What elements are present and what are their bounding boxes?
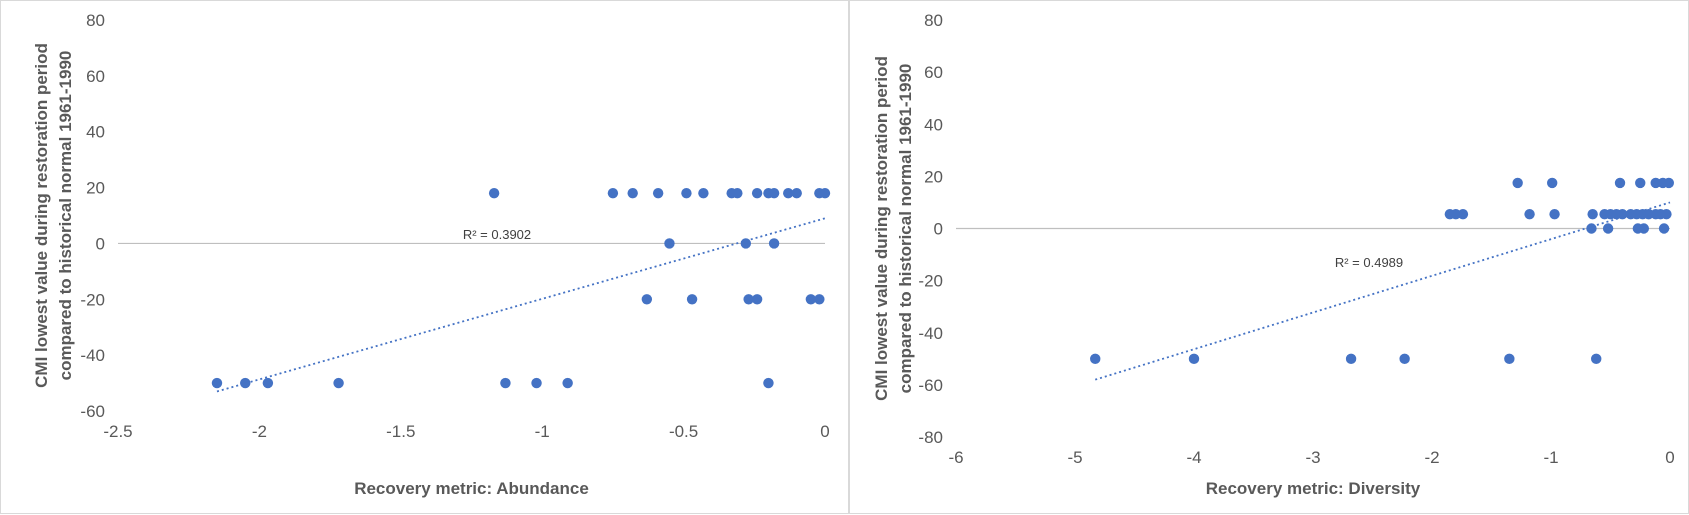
x-tick-label: -2 [1424, 448, 1439, 467]
data-point [751, 187, 763, 199]
data-point [698, 187, 709, 199]
data-point [641, 294, 653, 305]
y-tick-label: 60 [86, 67, 105, 86]
trendline [216, 217, 826, 393]
y-tick-label: 0 [96, 234, 105, 253]
data-point [768, 187, 780, 199]
x-axis-title: Recovery metric: Diversity [1206, 479, 1421, 498]
data-point [1345, 353, 1357, 365]
x-tick-label: 0 [820, 422, 829, 441]
data-point [1663, 177, 1675, 189]
data-point [819, 187, 831, 199]
data-point [751, 294, 763, 305]
x-tick-label: -2 [252, 422, 267, 441]
y-tick-label: 20 [86, 179, 105, 198]
x-tick-label: -3 [1305, 448, 1320, 467]
r-squared-label: R² = 0.4989 [1335, 255, 1403, 270]
data-point [652, 187, 664, 199]
y-tick-label: 40 [86, 123, 105, 142]
r-squared-label: R² = 0.3902 [463, 227, 531, 242]
y-tick-label: 80 [924, 11, 943, 30]
y-tick-label: 60 [924, 63, 943, 82]
data-point [627, 187, 638, 199]
data-point [1650, 177, 1661, 189]
x-tick-label: -2.5 [103, 422, 132, 441]
y-tick-label: -20 [80, 290, 105, 309]
data-point [1661, 208, 1672, 220]
x-tick-label: -1.5 [386, 422, 415, 441]
data-point [240, 377, 251, 389]
data-point [562, 377, 573, 389]
data-point [333, 377, 344, 389]
data-point [686, 294, 698, 305]
data-point [1524, 208, 1535, 220]
data-point [1457, 208, 1469, 220]
y-tick-label: -60 [918, 376, 943, 395]
x-tick-label: -1 [1543, 448, 1558, 467]
x-tick-label: -5 [1067, 448, 1082, 467]
data-point [1591, 353, 1602, 365]
data-point [1512, 177, 1523, 189]
data-point [1450, 208, 1461, 220]
y-tick-label: -40 [918, 324, 943, 343]
y-tick-label: 20 [924, 167, 943, 186]
y-tick-label: -60 [80, 402, 105, 421]
scatter-chart-abundance: -60 -40 -20 0 20 40 60 80 -2.5 -2 -1.5 -1 -0.5 0 Recov… [32, 11, 831, 498]
data-point [740, 238, 752, 249]
data-point [1638, 223, 1650, 234]
data-point [768, 238, 780, 249]
chart-panel-abundance: -60 -40 -20 0 20 40 60 80 -2.5 -2 -1.5 -1 -0.5 0 Recov… [0, 0, 849, 514]
x-tick-label: -1 [535, 422, 550, 441]
y-axis-title: CMI lowest value during restoration peri… [32, 43, 75, 388]
x-axis-title: Recovery metric: Abundance [354, 479, 589, 498]
data-point [1658, 223, 1670, 234]
x-tick-label: -4 [1186, 448, 1201, 467]
x-tick-label: -0.5 [669, 422, 698, 441]
data-point [1602, 223, 1614, 234]
y-axis-title: CMI lowest value during restoration peri… [872, 56, 915, 401]
y-tick-label: -80 [918, 428, 943, 447]
data-point [1643, 208, 1654, 220]
y-tick-label: -20 [918, 272, 943, 291]
data-point [500, 377, 511, 389]
data-point [607, 187, 619, 199]
data-point [743, 294, 754, 305]
data-point [211, 377, 223, 389]
x-tick-label: -6 [948, 448, 963, 467]
data-point [1090, 353, 1101, 365]
data-point [814, 294, 825, 305]
data-point [681, 187, 692, 199]
data-point [1617, 208, 1628, 220]
x-tick-label: 0 [1665, 448, 1674, 467]
data-point [805, 294, 817, 305]
y-tick-label: 80 [86, 11, 105, 30]
data-point [1586, 223, 1597, 234]
data-point [262, 377, 274, 389]
data-point [1549, 208, 1560, 220]
data-point [783, 187, 794, 199]
data-point [1546, 177, 1558, 189]
data-point [1614, 177, 1626, 189]
y-tick-label: 0 [934, 220, 943, 239]
data-point [1399, 353, 1410, 365]
data-point [732, 187, 743, 199]
data-point [1587, 208, 1598, 220]
data-point [664, 238, 675, 249]
data-point [1635, 177, 1646, 189]
data-point [531, 377, 542, 389]
y-tick-label: -40 [80, 346, 105, 365]
data-point [488, 187, 500, 199]
y-tick-label: 40 [924, 115, 943, 134]
data-point [763, 377, 774, 389]
trendline [1094, 201, 1671, 381]
chart-panel-diversity: -80 -60 -40 -20 0 20 40 60 80 -6 -5 -4 -3 -2 -1 0 Recove… [849, 0, 1689, 514]
scatter-chart-diversity: -80 -60 -40 -20 0 20 40 60 80 -6 -5 -4 -3 -2 -1 0 Recove… [872, 11, 1675, 498]
data-point [1188, 353, 1200, 365]
data-point [1504, 353, 1515, 365]
data-point [791, 187, 802, 199]
